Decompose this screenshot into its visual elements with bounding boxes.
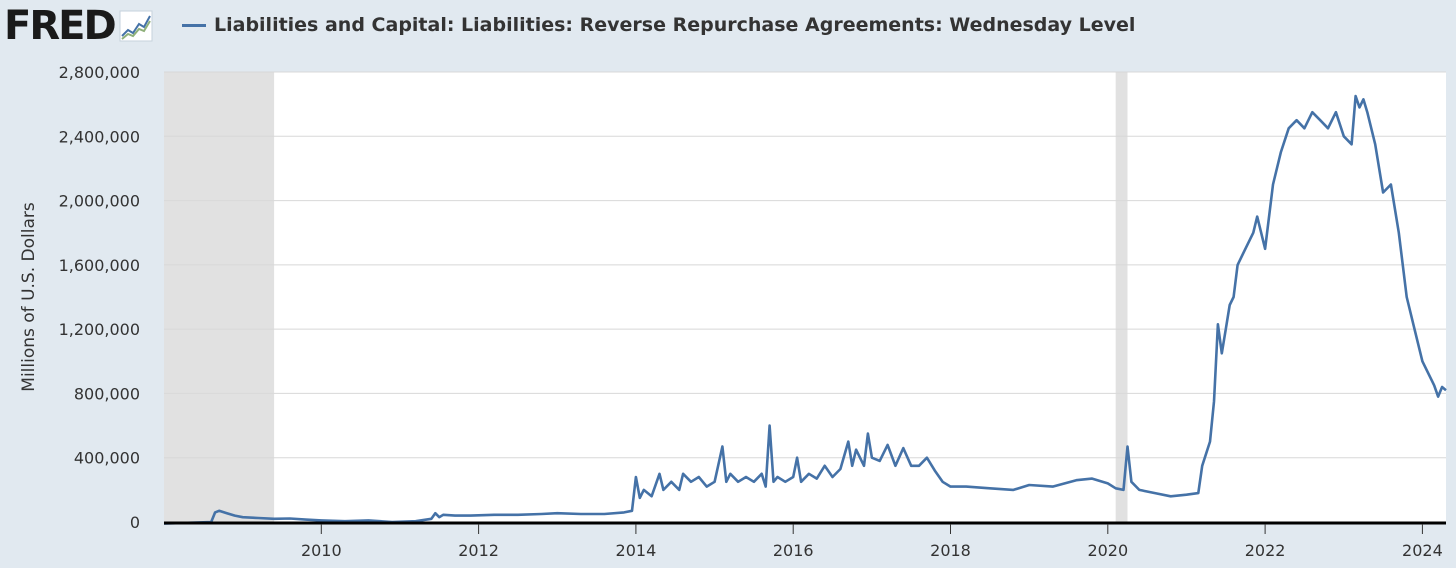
chart-legend: Liabilities and Capital: Liabilities: Re… [182,14,1135,36]
y-axis-label: Millions of U.S. Dollars [19,202,39,392]
fred-logo[interactable]: FRED [4,6,153,46]
y-tick-label: 2,400,000 [59,127,140,146]
series-line [163,94,1447,525]
x-tick-label: 2022 [1245,541,1286,560]
x-tick-label: 2014 [616,541,657,560]
trend-graph-icon [119,10,153,42]
y-tick-label: 1,200,000 [59,320,140,339]
x-tick-label: 2018 [930,541,971,560]
plot-area [164,72,1446,522]
y-tick-label: 2,000,000 [59,192,140,211]
y-tick-label: 800,000 [74,384,140,403]
x-tick-label: 2016 [773,541,814,560]
logo-text: FRED [4,3,117,49]
x-tick-label: 2020 [1087,541,1128,560]
x-tick-label: 2012 [458,541,499,560]
legend-series-label: Liabilities and Capital: Liabilities: Re… [214,14,1136,36]
x-tick-label: 2024 [1402,541,1443,560]
y-tick-label: 1,600,000 [59,256,140,275]
x-tick-label: 2010 [301,541,342,560]
chart-header: FRED Liabilities and Capital: Liabilitie… [0,0,1456,56]
recession-band [1115,72,1128,522]
y-tick-label: 2,800,000 [59,63,140,82]
recession-band [164,72,275,522]
y-tick-label: 0 [130,513,140,532]
y-tick-label: 400,000 [74,449,140,468]
legend-swatch [182,23,206,27]
